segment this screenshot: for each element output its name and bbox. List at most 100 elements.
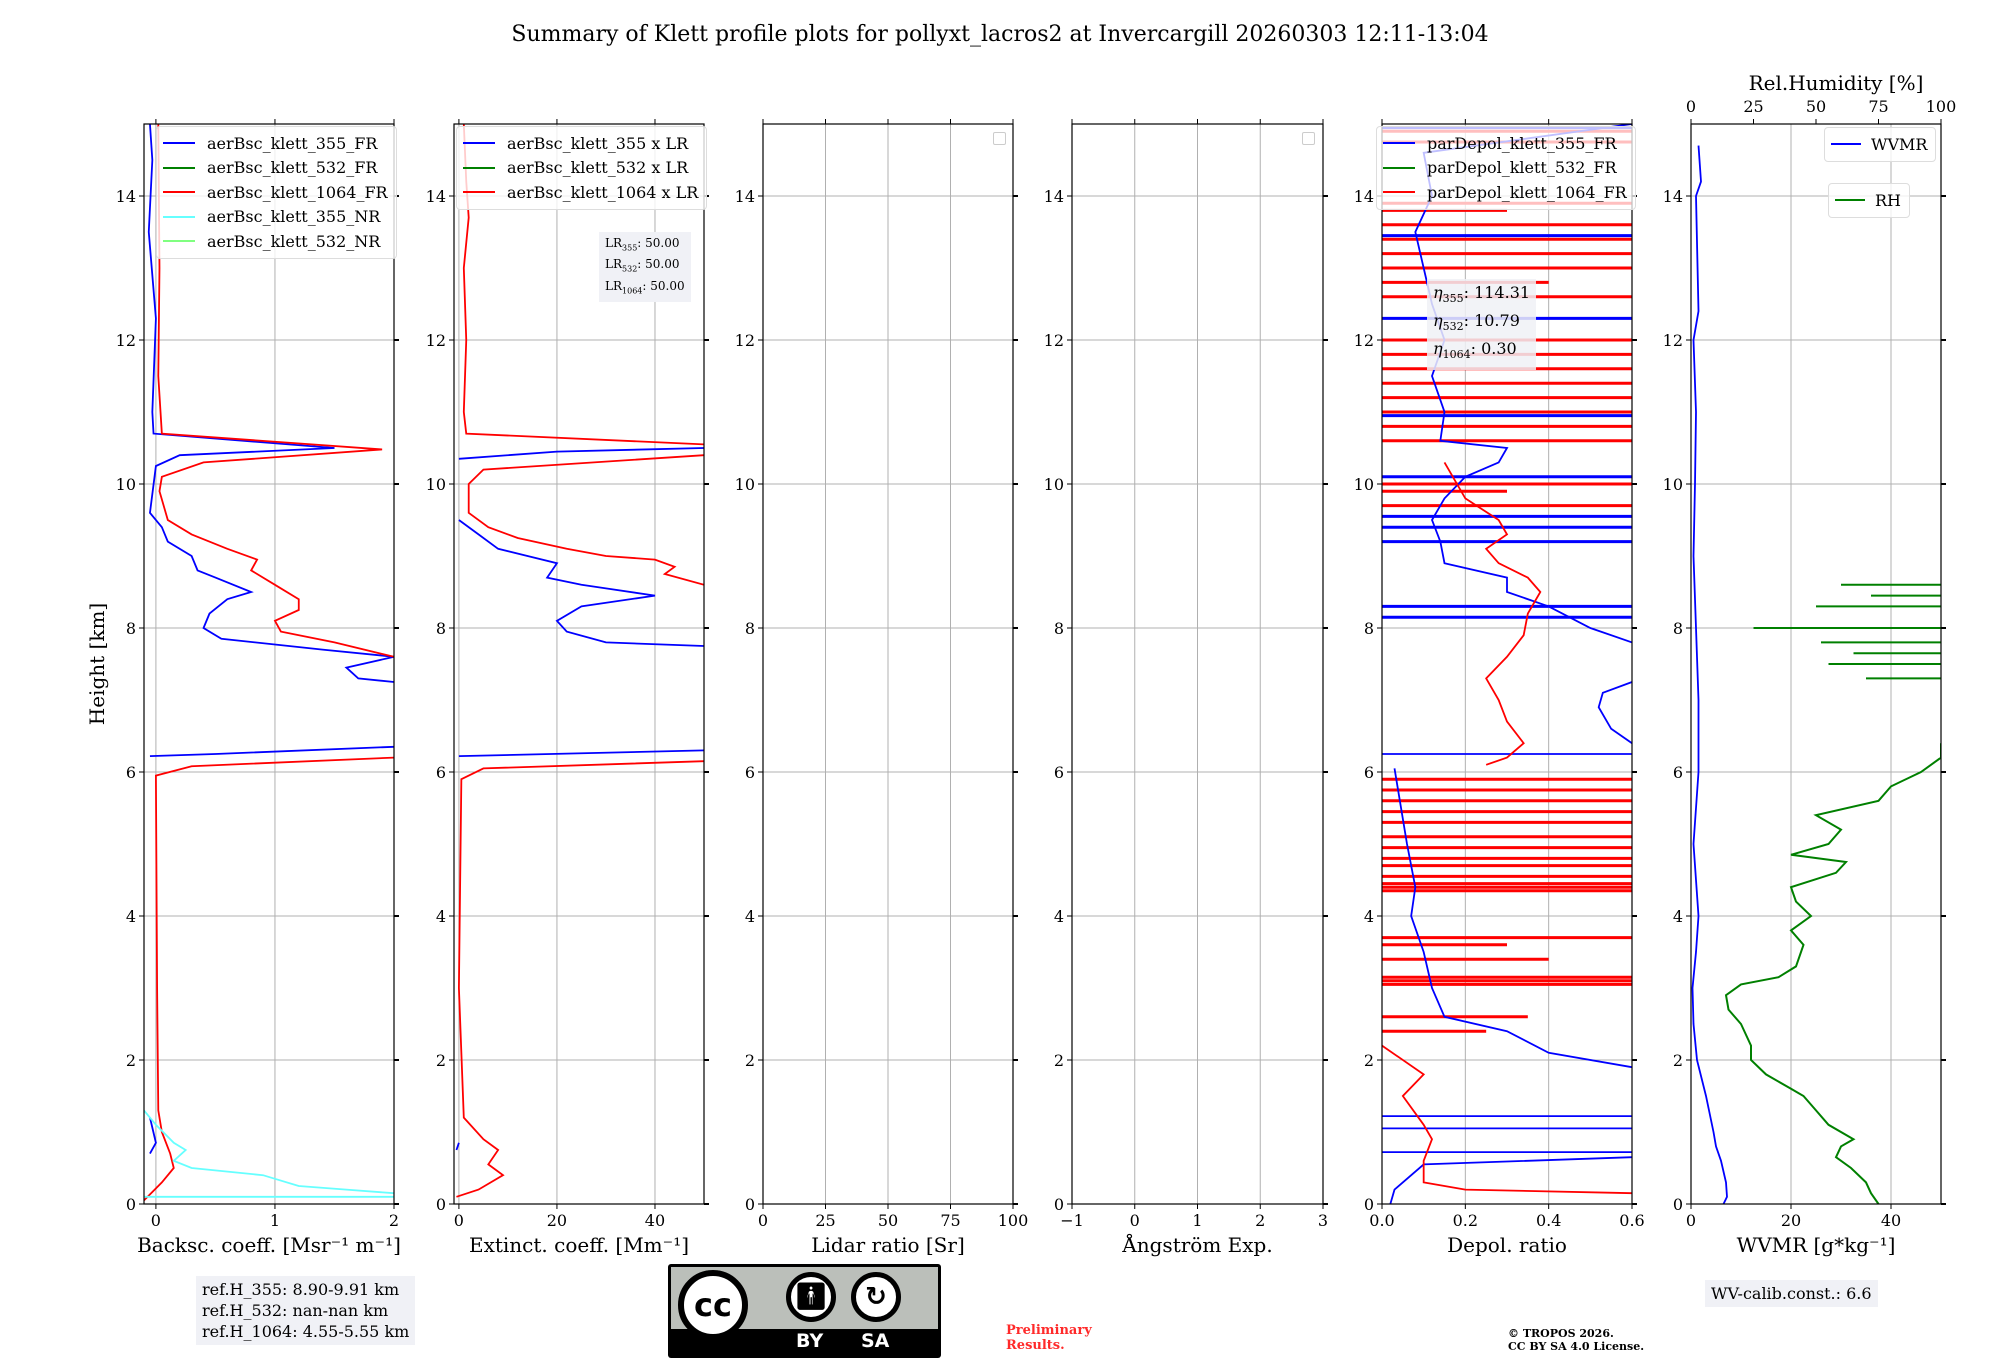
- legend-label: aerBsc_klett_355_FR: [207, 133, 378, 153]
- x-tick-label: 0.0: [1369, 1211, 1394, 1230]
- y-tick-label: 14: [1663, 187, 1683, 206]
- y-tick-label: 12: [1354, 331, 1374, 350]
- y-tick-label: 6: [1054, 763, 1064, 782]
- y-tick-label: 14: [1354, 187, 1374, 206]
- y-tick-label: 10: [735, 475, 755, 494]
- y-tick-label: 0: [1364, 1195, 1374, 1214]
- top-x-tick-label: 100: [1926, 97, 1957, 116]
- lr-355: LR355: 50.00: [605, 236, 680, 253]
- panel-2: 0 20 40 0 2 4 6 8 10 12 14 Extinct. coeff. [Mm⁻¹]: [426, 119, 709, 1257]
- y-tick-label: 4: [1364, 907, 1374, 926]
- lr-532: LR532: 50.00: [605, 257, 680, 274]
- series-line-parDepol_klett_355_FR: [1414, 124, 1632, 644]
- cc-by-label: BY: [796, 1330, 824, 1352]
- y-tick-label: 2: [745, 1051, 755, 1070]
- series-line-aerBsc_klett_1064_FR: [157, 124, 394, 658]
- series-line-parDepol_klett_355_FR: [1597, 681, 1632, 744]
- series-line-parDepol_klett_355_FR: [1389, 1156, 1632, 1204]
- y-tick-label: 2: [126, 1051, 136, 1070]
- x-tick-label: 75: [940, 1211, 960, 1230]
- y-tick-label: 8: [1054, 619, 1064, 638]
- panel-3: 0 25 50 75 100 0 2 4 6 8 10 12 14 Lidar ratio [Sr]: [735, 119, 1029, 1257]
- wv-calibration-box: WV-calib.const.: 6.6: [1705, 1280, 1878, 1307]
- y-tick-label: 6: [745, 763, 755, 782]
- series-line-aerBsc_klett_355 x LR: [458, 519, 704, 647]
- x-tick-label: 0: [758, 1211, 768, 1230]
- y-tick-label: 10: [426, 475, 446, 494]
- axes-frame: [143, 123, 395, 1205]
- y-tick-label: 14: [116, 187, 136, 206]
- y-tick-label: 6: [1364, 763, 1374, 782]
- legend-label: parDepol_klett_1064_FR: [1427, 182, 1627, 202]
- eta-355: η355: 114.31: [1433, 283, 1531, 306]
- cc-sa-label: SA: [861, 1330, 890, 1352]
- x-axis-label: Lidar ratio [Sr]: [811, 1233, 965, 1257]
- x-tick-label: 0.2: [1453, 1211, 1478, 1230]
- ref-h-1064: ref.H_1064: 4.55-5.55 km: [202, 1322, 410, 1341]
- y-tick-label: 14: [426, 187, 446, 206]
- y-axis-label: Height [km]: [85, 602, 109, 726]
- y-tick-label: 0: [126, 1195, 136, 1214]
- y-tick-label: 0: [745, 1195, 755, 1214]
- series-line-aerBsc_klett_355 x LR: [458, 447, 704, 460]
- lidar-ratio-box: LR355: 50.00 LR532: 50.00 LR1064: 50.00: [599, 232, 691, 303]
- legend-label: parDepol_klett_355_FR: [1427, 133, 1617, 153]
- legend-rh: RH: [1828, 183, 1910, 218]
- x-tick-label: 2: [1255, 1211, 1265, 1230]
- y-tick-label: 4: [436, 907, 446, 926]
- y-tick-label: 6: [126, 763, 136, 782]
- series-line-aerBsc_klett_355_FR: [149, 745, 394, 758]
- series-line-aerBsc_klett_355_FR: [147, 124, 394, 683]
- preliminary-note: Preliminary Results.: [1006, 1323, 1092, 1353]
- x-tick-label: 0: [1686, 1211, 1696, 1230]
- legend-label: parDepol_klett_532_FR: [1427, 158, 1617, 178]
- eta-box: η355: 114.31 η532: 10.79 η1064: 0.30: [1427, 279, 1537, 370]
- y-tick-label: 12: [116, 331, 136, 350]
- legend-label: RH: [1875, 190, 1901, 210]
- empty-legend-lidar-ratio: [993, 132, 1006, 145]
- legend-label: aerBsc_klett_355_NR: [207, 207, 381, 227]
- x-tick-label: 1: [270, 1211, 280, 1230]
- person-icon: 🚹︎: [786, 1272, 836, 1322]
- y-tick-label: 6: [436, 763, 446, 782]
- y-tick-label: 2: [1364, 1051, 1374, 1070]
- x-tick-label: 1: [1192, 1211, 1202, 1230]
- y-tick-label: 8: [1364, 619, 1374, 638]
- x-tick-label: 0: [1130, 1211, 1140, 1230]
- y-tick-label: 8: [436, 619, 446, 638]
- top-x-tick-label: 0: [1686, 97, 1696, 116]
- legend-label: aerBsc_klett_532_FR: [207, 158, 378, 178]
- series-line-parDepol_klett_1064_FR: [1443, 461, 1542, 766]
- x-tick-label: 3: [1318, 1211, 1328, 1230]
- x-tick-label: 40: [645, 1211, 665, 1230]
- x-tick-label: 100: [998, 1211, 1029, 1230]
- x-axis-label: Extinct. coeff. [Mm⁻¹]: [469, 1233, 689, 1257]
- y-tick-label: 8: [745, 619, 755, 638]
- legend-swatch: [163, 215, 195, 218]
- legend-label: aerBsc_klett_532 x LR: [507, 158, 689, 178]
- x-axis-label: WVMR [g*kg⁻¹]: [1737, 1233, 1896, 1257]
- legend-swatch: [1383, 166, 1415, 169]
- series-line-aerBsc_klett_1064 x LR: [467, 454, 704, 586]
- x-tick-label: 20: [547, 1211, 567, 1230]
- cc-icon: cc: [678, 1270, 748, 1340]
- y-tick-label: 4: [1673, 907, 1683, 926]
- legend-swatch: [463, 142, 495, 145]
- series-line-WVMR: [1691, 145, 1728, 1204]
- series-group: [144, 124, 394, 1202]
- figure-title: Summary of Klett profile plots for polly…: [511, 22, 1489, 47]
- y-tick-label: 2: [1054, 1051, 1064, 1070]
- copyright-note: © TROPOS 2026. CC BY SA 4.0 License.: [1508, 1327, 1645, 1353]
- x-tick-label: 40: [1881, 1211, 1901, 1230]
- x-axis-label: Depol. ratio: [1447, 1233, 1567, 1257]
- legend-swatch: [1383, 142, 1415, 145]
- y-tick-label: 10: [1354, 475, 1374, 494]
- y-tick-label: 0: [1054, 1195, 1064, 1214]
- series-line-aerBsc_klett_1064_FR: [144, 756, 394, 1202]
- legend-swatch: [1831, 143, 1861, 146]
- series-group: [1382, 124, 1632, 1204]
